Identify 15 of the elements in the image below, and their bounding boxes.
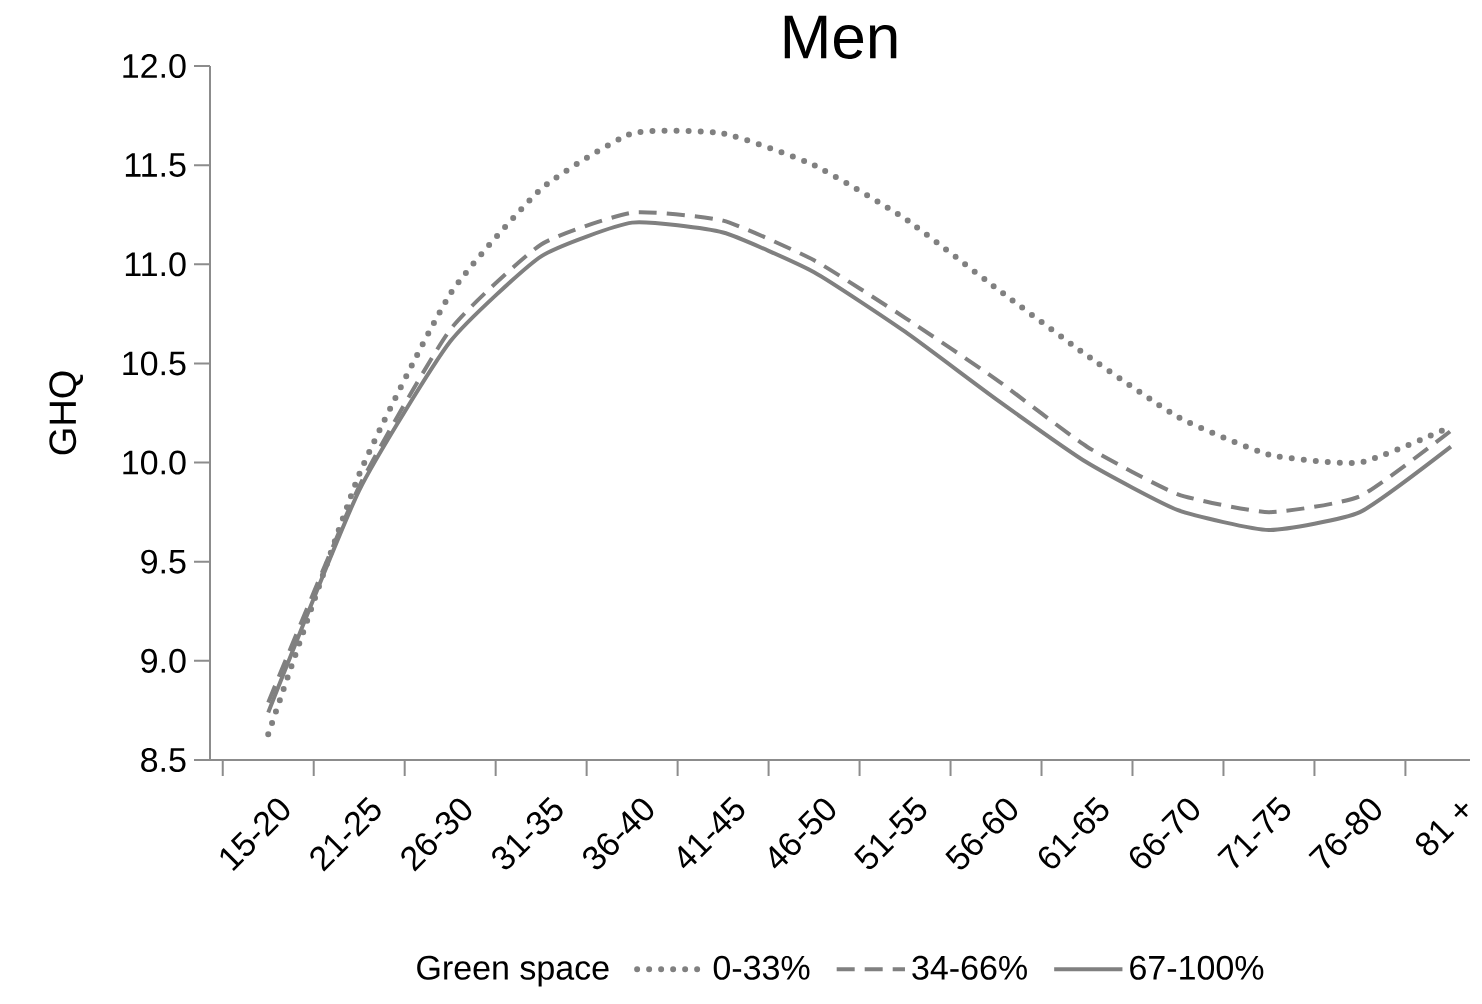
y-tick-label: 12.0: [123, 53, 186, 79]
y-tick-label: 10.5: [123, 351, 186, 376]
y-tick-label: 9.0: [141, 648, 186, 673]
y-tick-label: 8.5: [141, 747, 186, 773]
x-tick-label: 81 +: [1415, 803, 1468, 856]
chart-title: Men: [784, 15, 897, 59]
y-tick-label: 10.0: [123, 450, 186, 475]
y-tick-label: 9.5: [141, 549, 186, 574]
y-tick-label: 11.0: [125, 252, 186, 277]
y-tick-label: 11.5: [125, 153, 186, 177]
legend-label: 0-33%: [713, 955, 810, 980]
legend-label: 67-100%: [1130, 955, 1264, 980]
y-axis-title: GHQ: [49, 371, 84, 455]
legend-title: Green space: [417, 955, 609, 987]
legend-label: 34-66%: [912, 955, 1027, 980]
